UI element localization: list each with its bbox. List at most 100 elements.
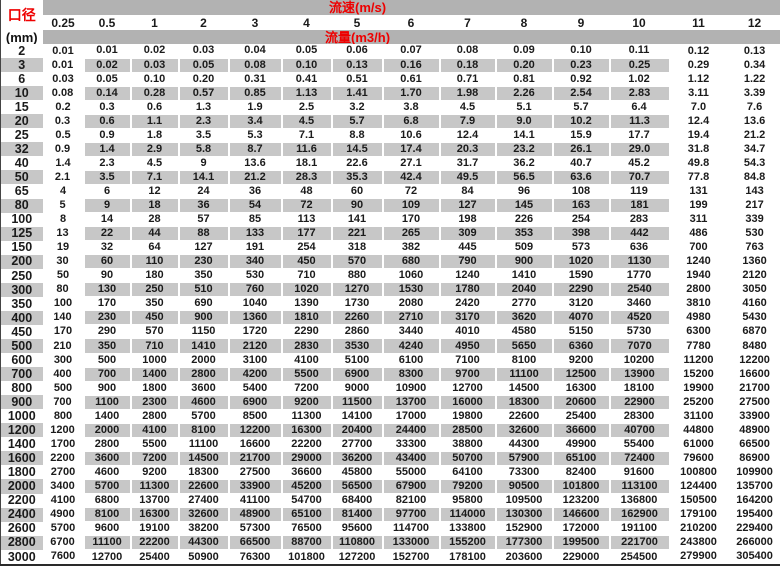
flow-cell: 191 xyxy=(245,241,265,254)
flow-cell: 1780 xyxy=(438,282,496,298)
flow-cell: 318 xyxy=(347,241,367,254)
flow-cell: 1360 xyxy=(742,255,767,268)
flow-cell: 12700 xyxy=(91,550,123,563)
flow-cell: 7.9 xyxy=(438,113,496,129)
flow-cell: 10.6 xyxy=(400,128,422,141)
flow-cell: 0.31 xyxy=(244,72,266,85)
flow-cell: 11.6 xyxy=(280,141,332,157)
flow-cell: 164200 xyxy=(736,494,773,507)
flow-cell: 114700 xyxy=(392,522,430,535)
flow-cell: 131 xyxy=(689,184,708,197)
table-row: 2000 3400 5700 11300 22600 33900 45200 56500 679… xyxy=(0,478,780,495)
flow-cell: 7100 xyxy=(455,353,480,366)
flow-cell: 0.23 xyxy=(551,57,610,73)
flow-cell: 15200 xyxy=(683,367,714,380)
flow-cell: 1.41 xyxy=(330,85,383,101)
flow-cell: 1.22 xyxy=(743,72,766,85)
flow-cell: 0.9 xyxy=(54,142,71,155)
flow-cell: 760 xyxy=(227,282,282,298)
flow-cell: 5430 xyxy=(742,311,767,324)
flow-cell: 1.4 xyxy=(82,141,131,157)
flow-cell: 3.2 xyxy=(349,100,365,113)
flow-cell: 12700 xyxy=(452,381,483,394)
flow-cell: 181 xyxy=(608,198,669,214)
flow-cell: 130 xyxy=(82,282,131,298)
flow-cell: 22900 xyxy=(608,394,669,410)
table-row: 250 50 90 180 350 530 710 880 1060 1240 1410 1590 17… xyxy=(1,269,780,283)
flow-cell: 0.12 xyxy=(687,44,710,57)
flow-cell: 48 xyxy=(300,184,313,197)
flow-cell: 5.1 xyxy=(516,100,532,113)
flow-cell: 500 xyxy=(97,353,117,366)
velocity-header-cell: 4 xyxy=(281,15,332,30)
flow-cell: 38200 xyxy=(188,522,219,535)
flow-cell: 2290 xyxy=(294,325,319,338)
flow-cell: 45.2 xyxy=(628,156,650,169)
table-row: 80 5 9 18 36 54 72 90 109 127 145 163 181 199 217 xyxy=(0,198,780,214)
flow-cell: 90 xyxy=(330,198,383,214)
table-row: 2 0.01 0.01 0.02 0.03 0.04 0.05 0.06 0.07 0.08 0.0… xyxy=(1,44,780,58)
diameter-cell: 600 xyxy=(11,353,33,367)
flow-cell: 0.02 xyxy=(143,44,166,57)
diameter-cell: 1600 xyxy=(0,451,43,466)
flow-cell: 12.4 xyxy=(687,114,710,127)
flow-cell: 509 xyxy=(514,241,534,254)
diameter-cell: 1400 xyxy=(7,437,36,452)
velocity-header-cell: 2 xyxy=(178,15,229,30)
flow-cell: 21700 xyxy=(739,381,770,394)
table-row: 15 0.2 0.3 0.6 1.3 1.9 2.5 3.2 3.8 4.5 5.1 5.7 6.4 7.… xyxy=(1,100,780,114)
diameter-cell: 500 xyxy=(0,338,43,354)
flow-cell: 0.04 xyxy=(244,44,266,57)
flow-cell: 11100 xyxy=(494,366,553,382)
flow-cell: 1.4 xyxy=(55,156,71,169)
flow-cell: 8480 xyxy=(742,339,767,352)
flow-cell: 254 xyxy=(297,241,316,254)
diameter-cell: 1200 xyxy=(0,423,43,438)
diameter-cell: 200 xyxy=(0,254,43,269)
flow-cell: 0.05 xyxy=(96,72,118,85)
diameter-cell: 2 xyxy=(18,44,26,58)
flow-cell: 229400 xyxy=(736,522,773,535)
flow-cell: 340 xyxy=(227,254,282,270)
flow-cell: 10.2 xyxy=(551,113,610,129)
flow-cell: 3600 xyxy=(191,381,216,394)
flow-cell: 6300 xyxy=(686,325,711,338)
flow-cell: 5.7 xyxy=(573,100,589,113)
diameter-cell: 400 xyxy=(0,310,43,325)
flow-cell: 0.10 xyxy=(143,72,166,85)
flow-cell: 36.2 xyxy=(513,156,535,169)
flow-cell: 290 xyxy=(97,325,117,338)
flow-cell: 700 xyxy=(689,241,708,254)
flow-cell: 2.83 xyxy=(608,85,669,101)
flow-cell: 0.08 xyxy=(456,44,479,57)
flow-cell: 8100 xyxy=(177,422,229,438)
flow-cell: 6.4 xyxy=(631,100,647,113)
flow-cell: 0.71 xyxy=(456,72,479,85)
flow-cell: 1.1 xyxy=(129,113,179,129)
flow-cell: 28.3 xyxy=(280,169,332,185)
flow-cell: 7200 xyxy=(129,450,179,466)
flow-cell: 14500 xyxy=(508,381,540,394)
flow-cell: 0.08 xyxy=(51,86,74,99)
flow-cell: 101800 xyxy=(288,550,325,563)
flow-cell: 6800 xyxy=(94,494,120,507)
flow-cell: 5700 xyxy=(50,522,76,535)
flow-cell: 0.05 xyxy=(295,44,318,57)
flow-cell: 76500 xyxy=(291,522,322,535)
flow-cell: 230 xyxy=(82,310,131,326)
flow-cell: 0.61 xyxy=(400,72,422,85)
flow-cell: 110 xyxy=(129,254,179,270)
flow-cell: 16300 xyxy=(129,507,179,523)
velocity-header-cell: 11 xyxy=(668,15,729,30)
flow-cell: 309 xyxy=(438,226,496,242)
diameter-cell: 25 xyxy=(14,128,29,143)
flow-cell: 56.5 xyxy=(494,169,553,185)
flow-cell: 7.6 xyxy=(746,100,763,113)
flow-cell: 0.01 xyxy=(51,58,74,71)
flow-cell: 311 xyxy=(689,213,708,226)
flow-cell: 49.5 xyxy=(438,169,496,185)
flow-band-row: (mm) 流量(m3/h) xyxy=(0,30,780,44)
flow-cell: 28500 xyxy=(438,422,496,438)
flow-cell: 24400 xyxy=(381,422,440,438)
flow-cell: 3530 xyxy=(330,338,383,354)
